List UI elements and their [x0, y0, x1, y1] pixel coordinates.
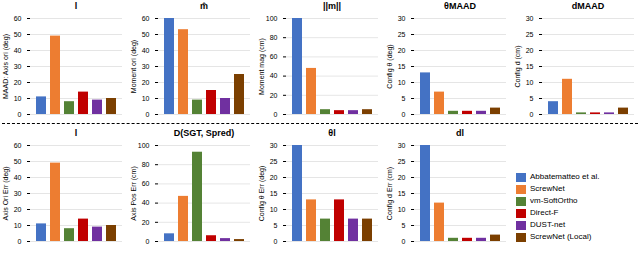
svg-text:5: 5 [274, 222, 278, 229]
html-text:dl: dl [456, 128, 464, 138]
svg-text:30: 30 [14, 190, 22, 197]
svg-text:100: 100 [138, 142, 150, 149]
svg-text:40: 40 [14, 47, 22, 54]
svg-text:Config θ Err (deg): Config θ Err (deg) [258, 166, 266, 222]
svg-text:15: 15 [526, 63, 534, 70]
html-text:vm-SoftOrtho: vm-SoftOrtho [530, 196, 578, 205]
svg-text:Config d Err (cm): Config d Err (cm) [386, 167, 394, 220]
svg-text:10: 10 [398, 79, 406, 86]
html-text:ScrewNet (Local): ScrewNet (Local) [530, 232, 592, 241]
svg-text:60: 60 [142, 15, 150, 22]
html-text:Abbatematteo et al.: Abbatematteo et al. [530, 172, 600, 181]
svg-text:40: 40 [142, 47, 150, 54]
svg-text:0: 0 [146, 111, 150, 118]
svg-text:30: 30 [270, 142, 278, 149]
svg-text:100: 100 [266, 15, 278, 22]
html-text:||m||: ||m|| [323, 1, 341, 11]
html-text:l: l [74, 128, 78, 138]
svg-text:40: 40 [270, 72, 278, 79]
html-text:l: l [74, 1, 78, 11]
html-text:ScrewNet: ScrewNet [530, 184, 565, 193]
svg-text:50: 50 [14, 31, 22, 38]
svg-text:0: 0 [146, 238, 150, 245]
svg-text:25: 25 [398, 31, 406, 38]
svg-text:0: 0 [274, 111, 278, 118]
html-text:θl: θl [328, 128, 336, 138]
svg-text:20: 20 [398, 174, 406, 181]
svg-text:Moment mag (cm): Moment mag (cm) [258, 38, 266, 95]
svg-text:50: 50 [142, 31, 150, 38]
svg-text:Axis Pos Err (cm): Axis Pos Err (cm) [130, 166, 138, 220]
html-text:dMAAD: dMAAD [571, 1, 605, 11]
svg-text:20: 20 [142, 219, 150, 226]
svg-text:0: 0 [402, 238, 406, 245]
svg-text:20: 20 [526, 47, 534, 54]
svg-text:15: 15 [398, 63, 406, 70]
svg-text:30: 30 [398, 142, 406, 149]
svg-text:60: 60 [270, 53, 278, 60]
svg-text:Moment ori (deg): Moment ori (deg) [130, 40, 138, 93]
svg-text:15: 15 [398, 190, 406, 197]
svg-text:25: 25 [270, 158, 278, 165]
svg-text:60: 60 [142, 180, 150, 187]
svg-text:10: 10 [526, 79, 534, 86]
svg-text:20: 20 [14, 206, 22, 213]
svg-text:80: 80 [270, 34, 278, 41]
svg-text:10: 10 [398, 206, 406, 213]
svg-text:5: 5 [530, 95, 534, 102]
html-text:D(SGT, Spred): D(SGT, Spred) [173, 128, 235, 138]
html-text:m̂: m̂ [200, 1, 208, 11]
svg-text:MAAD: Axis ori (deg): MAAD: Axis ori (deg) [2, 34, 10, 99]
svg-text:20: 20 [14, 79, 22, 86]
svg-text:60: 60 [14, 142, 22, 149]
svg-text:30: 30 [14, 63, 22, 70]
svg-text:20: 20 [270, 174, 278, 181]
svg-text:10: 10 [14, 222, 22, 229]
svg-text:5: 5 [402, 222, 406, 229]
svg-text:30: 30 [142, 63, 150, 70]
svg-text:80: 80 [142, 161, 150, 168]
svg-text:0: 0 [18, 238, 22, 245]
svg-text:Config θ (deg): Config θ (deg) [386, 44, 394, 88]
svg-text:Axis Ori Err (deg): Axis Ori Err (deg) [2, 166, 10, 220]
svg-text:60: 60 [14, 15, 22, 22]
svg-text:30: 30 [526, 15, 534, 22]
svg-text:10: 10 [270, 206, 278, 213]
svg-text:25: 25 [526, 31, 534, 38]
svg-text:20: 20 [142, 79, 150, 86]
svg-text:20: 20 [270, 92, 278, 99]
svg-text:0: 0 [530, 111, 534, 118]
svg-text:50: 50 [14, 158, 22, 165]
svg-text:0: 0 [18, 111, 22, 118]
svg-text:15: 15 [270, 190, 278, 197]
svg-text:20: 20 [398, 47, 406, 54]
svg-text:25: 25 [398, 158, 406, 165]
html-text:θMAAD: θMAAD [444, 1, 476, 11]
html-text:Direct-F: Direct-F [530, 208, 559, 217]
svg-text:40: 40 [142, 199, 150, 206]
svg-text:Config d (cm): Config d (cm) [514, 45, 522, 87]
svg-text:0: 0 [402, 111, 406, 118]
svg-text:10: 10 [14, 95, 22, 102]
svg-text:0: 0 [274, 238, 278, 245]
svg-text:30: 30 [398, 15, 406, 22]
svg-text:10: 10 [142, 95, 150, 102]
svg-text:5: 5 [402, 95, 406, 102]
html-text:DUST-net: DUST-net [530, 220, 566, 229]
svg-text:40: 40 [14, 174, 22, 181]
